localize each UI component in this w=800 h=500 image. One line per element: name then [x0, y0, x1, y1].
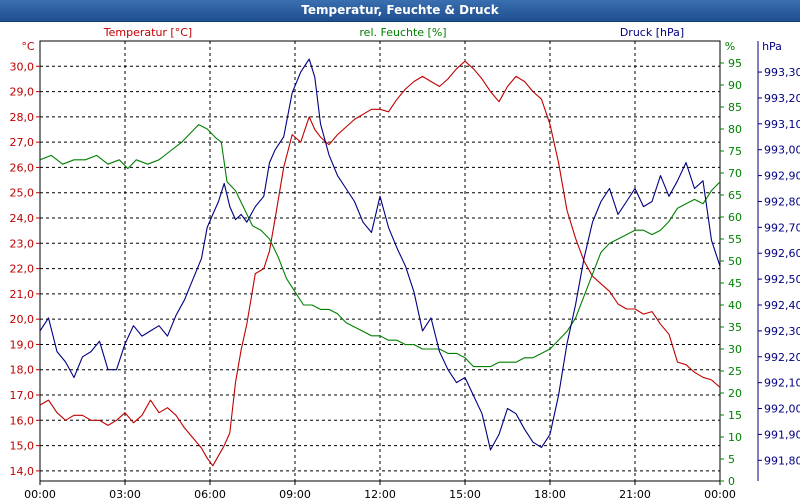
temperature-tick-label: 21,0 [10, 288, 35, 301]
pressure-tick-label: 991,80 [764, 454, 800, 467]
pressure-tick-label: 992,60 [764, 247, 800, 260]
series-line-pressure [39, 58, 721, 451]
humidity-axis-title: rel. Feuchte [%] [359, 26, 446, 39]
x-tick-time: 21:00 [619, 488, 651, 500]
x-tick-time: 00:00 [24, 488, 56, 500]
pressure-tick-label: 993,00 [764, 144, 800, 157]
temperature-tick-label: 30,0 [10, 60, 35, 73]
x-tick-time: 06:00 [194, 488, 226, 500]
humidity-tick-label: 15 [728, 409, 742, 422]
pressure-tick-label: 991,90 [764, 428, 800, 441]
pressure-tick-label: 992,40 [764, 299, 800, 312]
humidity-tick-label: 80 [728, 123, 742, 136]
window-title: Temperatur, Feuchte & Druck [0, 0, 800, 22]
humidity-tick-label: 45 [728, 277, 742, 290]
temperature-tick-label: 24,0 [10, 212, 35, 225]
temperature-tick-label: 18,0 [10, 364, 35, 377]
pressure-tick-label: 993,10 [764, 118, 800, 131]
humidity-unit-label: % [725, 40, 735, 53]
humidity-tick-label: 10 [728, 431, 742, 444]
temperature-tick-label: 23,0 [10, 237, 35, 250]
humidity-tick-label: 60 [728, 211, 742, 224]
humidity-tick-label: 30 [728, 343, 742, 356]
x-tick-time: 00:00 [704, 488, 736, 500]
pressure-tick-label: 992,00 [764, 403, 800, 416]
temperature-tick-label: 14,0 [10, 465, 35, 478]
humidity-tick-label: 70 [728, 167, 742, 180]
humidity-tick-label: 50 [728, 255, 742, 268]
temperature-tick-label: 26,0 [10, 161, 35, 174]
pressure-tick-label: 992,70 [764, 221, 800, 234]
temperature-tick-label: 22,0 [10, 263, 35, 276]
pressure-tick-label: 992,90 [764, 170, 800, 183]
pressure-unit-label: hPa [762, 40, 782, 53]
humidity-tick-label: 5 [728, 453, 735, 466]
humidity-tick-label: 0 [728, 475, 735, 488]
humidity-tick-label: 40 [728, 299, 742, 312]
pressure-tick-label: 992,30 [764, 325, 800, 338]
humidity-tick-label: 90 [728, 79, 742, 92]
temperature-tick-label: 16,0 [10, 414, 35, 427]
x-tick-time: 18:00 [534, 488, 566, 500]
pressure-tick-label: 993,20 [764, 92, 800, 105]
x-tick-time: 15:00 [449, 488, 481, 500]
chart: °C Temperatur [°C] rel. Feuchte [%] Druc… [10, 26, 800, 500]
temperature-tick-label: 19,0 [10, 338, 35, 351]
pressure-tick-label: 992,80 [764, 195, 800, 208]
humidity-tick-label: 20 [728, 387, 742, 400]
temperature-tick-label: 25,0 [10, 187, 35, 200]
pressure-tick-label: 992,20 [764, 351, 800, 364]
temperature-tick-label: 29,0 [10, 86, 35, 99]
pressure-tick-label: 993,30 [764, 66, 800, 79]
temperature-unit-label: °C [21, 40, 35, 53]
series-line-temperature [39, 60, 721, 467]
humidity-tick-label: 35 [728, 321, 742, 334]
pressure-axis-title: Druck [hPa] [620, 26, 684, 39]
humidity-tick-label: 95 [728, 57, 742, 70]
series-line-humidity [39, 124, 721, 368]
x-tick-time: 09:00 [279, 488, 311, 500]
pressure-tick-label: 992,10 [764, 377, 800, 390]
x-tick-time: 03:00 [109, 488, 141, 500]
humidity-tick-label: 25 [728, 365, 742, 378]
temperature-tick-label: 27,0 [10, 136, 35, 149]
x-tick-time: 12:00 [364, 488, 396, 500]
temperature-tick-label: 17,0 [10, 389, 35, 402]
temperature-tick-label: 28,0 [10, 111, 35, 124]
temperature-tick-label: 20,0 [10, 313, 35, 326]
humidity-tick-label: 55 [728, 233, 742, 246]
pressure-tick-label: 992,50 [764, 273, 800, 286]
humidity-tick-label: 65 [728, 189, 742, 202]
temperature-axis-title: Temperatur [°C] [103, 26, 192, 39]
humidity-tick-label: 75 [728, 145, 742, 158]
temperature-tick-label: 15,0 [10, 440, 35, 453]
humidity-tick-label: 85 [728, 101, 742, 114]
